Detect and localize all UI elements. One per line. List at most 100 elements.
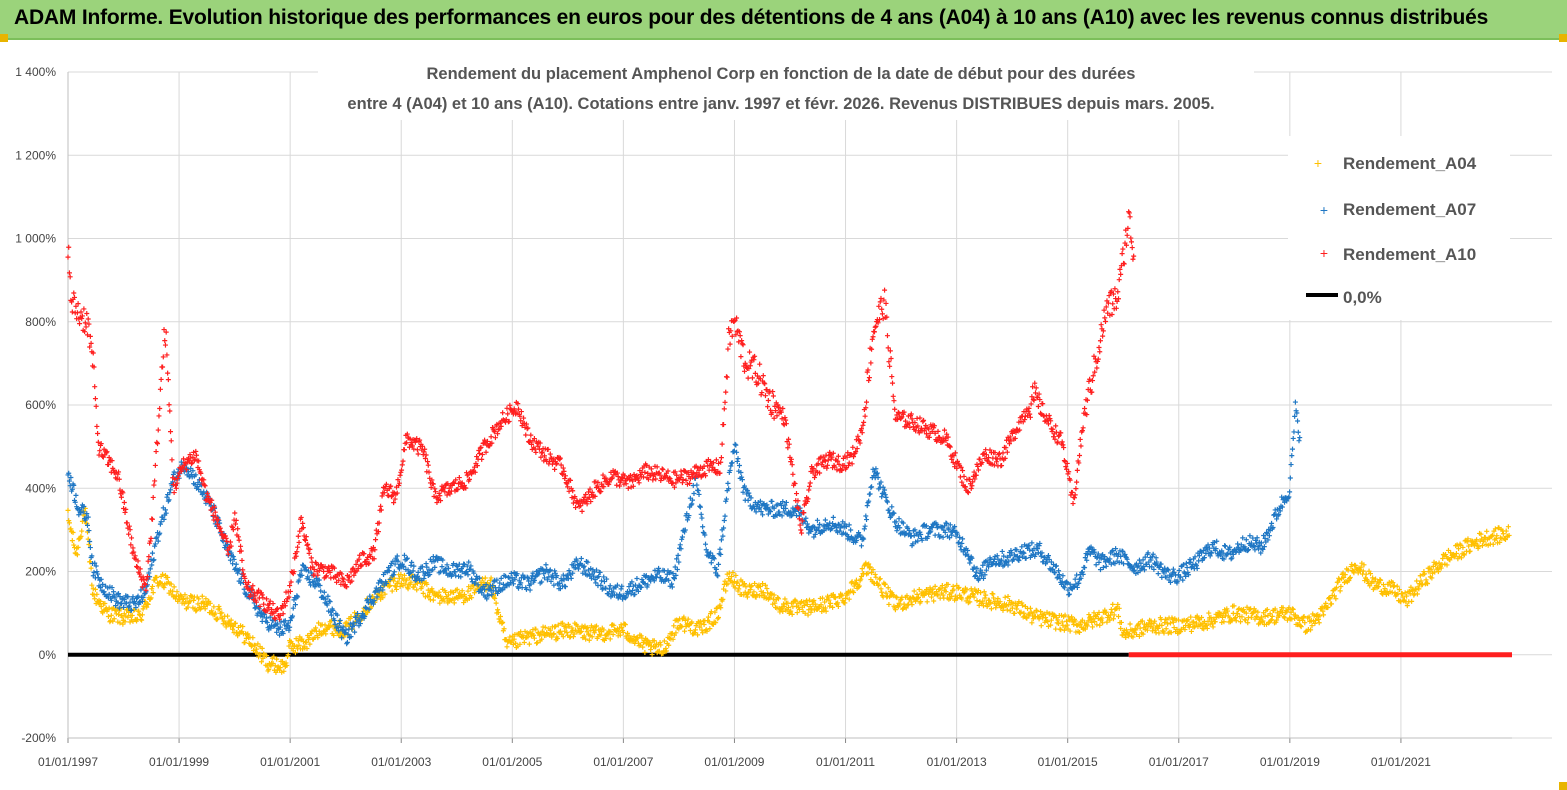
data-point — [609, 476, 615, 482]
data-point — [560, 465, 566, 471]
data-point — [274, 656, 280, 662]
data-point — [956, 584, 962, 590]
data-point — [1251, 543, 1257, 549]
data-point — [725, 480, 731, 486]
data-point — [122, 509, 128, 515]
data-point — [456, 561, 462, 567]
data-point — [642, 581, 648, 587]
data-point — [1155, 571, 1161, 577]
data-point — [357, 552, 363, 558]
data-point — [493, 600, 499, 606]
data-point — [886, 507, 892, 513]
data-point — [562, 476, 568, 482]
data-point — [1308, 627, 1314, 633]
data-point — [957, 535, 963, 541]
data-point — [915, 423, 921, 429]
data-point — [541, 571, 547, 577]
data-point — [1005, 593, 1011, 599]
data-point — [696, 491, 702, 497]
data-point — [499, 587, 505, 593]
data-point — [494, 577, 500, 583]
data-point — [700, 524, 706, 530]
data-point — [603, 635, 609, 641]
data-point — [180, 465, 186, 471]
data-point — [938, 586, 944, 592]
data-point — [1144, 627, 1150, 633]
data-point — [1493, 536, 1499, 542]
data-point — [1009, 605, 1015, 611]
data-point — [557, 586, 563, 592]
data-point — [1019, 554, 1025, 560]
data-point — [1097, 567, 1103, 573]
data-point — [671, 576, 677, 582]
data-point — [1091, 610, 1097, 616]
data-point — [348, 569, 354, 575]
data-point — [674, 566, 680, 572]
data-point — [884, 314, 890, 320]
data-point — [161, 585, 167, 591]
data-point — [665, 468, 671, 474]
data-point — [731, 318, 737, 324]
data-point — [767, 508, 773, 514]
data-point — [321, 589, 327, 595]
data-point — [488, 575, 494, 581]
data-point — [685, 616, 691, 622]
data-point — [1210, 624, 1216, 630]
data-point — [81, 306, 87, 312]
data-point — [91, 364, 97, 370]
data-point — [475, 582, 481, 588]
data-point — [351, 622, 357, 628]
data-point — [1465, 536, 1471, 542]
data-point — [718, 459, 724, 465]
data-point — [781, 509, 787, 515]
data-point — [834, 467, 840, 473]
data-point — [538, 631, 544, 637]
data-point — [534, 640, 540, 646]
data-point — [728, 463, 734, 469]
data-point — [935, 428, 941, 434]
data-point — [160, 354, 166, 360]
data-point — [340, 579, 346, 585]
data-point — [533, 626, 539, 632]
data-point — [302, 537, 308, 543]
data-point — [266, 667, 272, 673]
data-point — [1018, 609, 1024, 615]
x-tick-label: 01/01/2011 — [816, 755, 875, 769]
data-point — [1423, 577, 1429, 583]
data-point — [367, 593, 373, 599]
data-point — [1264, 606, 1270, 612]
data-point — [274, 629, 280, 635]
data-point — [721, 406, 727, 412]
data-point — [1029, 620, 1035, 626]
data-point — [444, 562, 450, 568]
data-point — [634, 473, 640, 479]
data-point — [1044, 559, 1050, 565]
data-point — [531, 577, 537, 583]
data-point — [860, 535, 866, 541]
data-point — [929, 594, 935, 600]
data-point — [119, 614, 125, 620]
data-point — [1118, 619, 1124, 625]
data-point — [130, 545, 136, 551]
data-point — [1272, 606, 1278, 612]
x-tick-label: 01/01/2003 — [371, 755, 431, 769]
data-point — [713, 620, 719, 626]
data-point — [504, 644, 510, 650]
data-point — [205, 493, 211, 499]
data-point — [599, 578, 605, 584]
data-point — [303, 534, 309, 540]
data-point — [109, 458, 115, 464]
data-point — [151, 482, 157, 488]
data-point — [390, 558, 396, 564]
data-point — [348, 634, 354, 640]
data-point — [286, 627, 292, 633]
data-point — [808, 529, 814, 535]
data-point — [815, 461, 821, 467]
data-point — [121, 500, 127, 506]
data-point — [1140, 631, 1146, 637]
data-point — [149, 550, 155, 556]
x-tick-label: 01/01/2013 — [927, 755, 987, 769]
data-point — [121, 596, 127, 602]
data-point — [606, 591, 612, 597]
data-point — [926, 426, 932, 432]
